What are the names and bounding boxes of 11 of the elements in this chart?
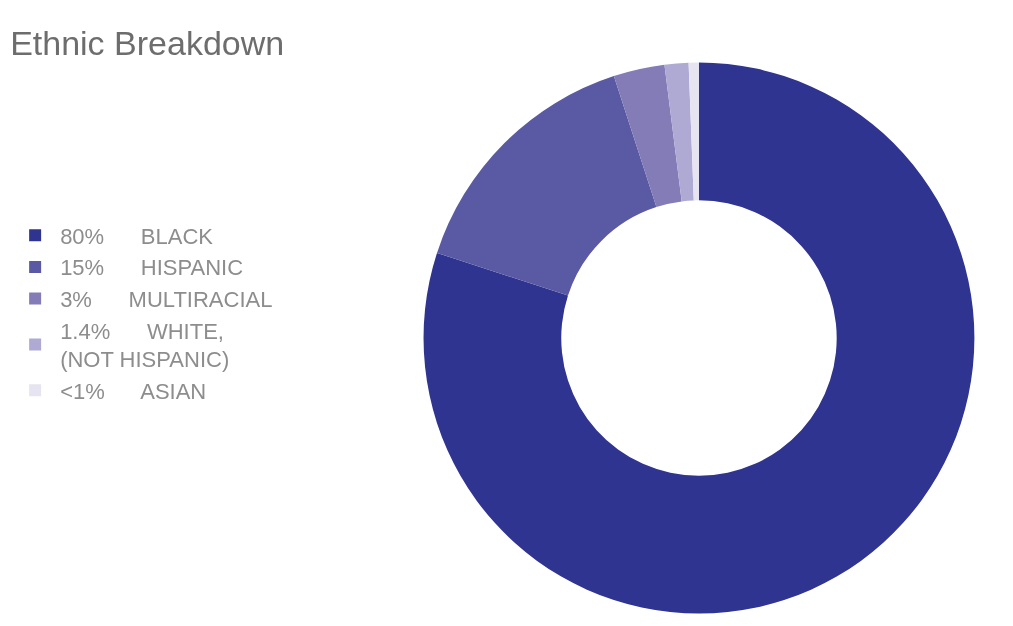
legend-label: 15% HISPANIC [60, 255, 244, 281]
legend-label: 80% BLACK [60, 223, 214, 249]
donut-slice [664, 62, 694, 202]
donut-slice [437, 76, 657, 296]
chart-title: Ethnic Breakdown [10, 24, 285, 63]
legend-label: 1.4% WHITE, (NOT HISPANIC) [60, 318, 230, 373]
donut-slice [613, 64, 682, 208]
legend-label: 3% MULTIRACIAL [60, 287, 273, 313]
donut-slice [423, 62, 975, 614]
donut-slice [688, 62, 699, 201]
legend-label: <1% ASIAN [60, 378, 207, 404]
